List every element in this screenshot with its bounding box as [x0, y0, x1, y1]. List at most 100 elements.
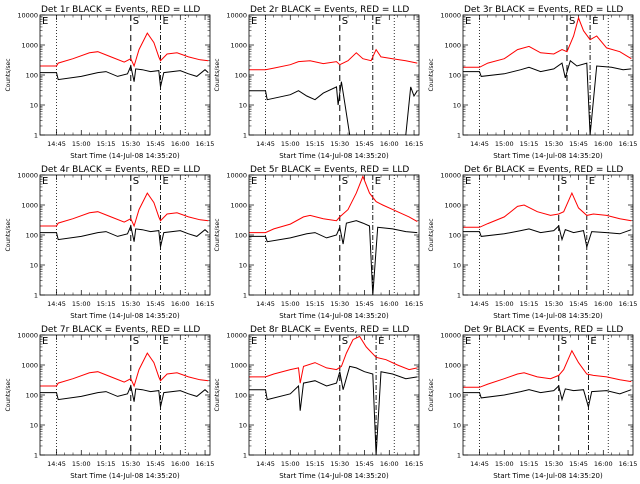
y-tick-label: 10000 — [440, 12, 461, 20]
plot-frame — [39, 334, 211, 456]
marker-label-s: S — [342, 336, 348, 347]
marker-label-e-right: E — [375, 176, 381, 187]
marker-label-e-left: E — [251, 336, 257, 347]
x-tick-label: 15:15 — [306, 460, 325, 468]
x-tick-label: 15:00 — [495, 140, 514, 148]
x-tick-label: 15:45 — [355, 300, 374, 308]
y-axis-label: Counts/sec — [428, 58, 435, 91]
y-axis-label: Counts/sec — [5, 58, 12, 91]
marker-label-e-left: E — [465, 176, 471, 187]
x-axis-label: Start Time (14-Jul-08 14:35:20) — [279, 312, 389, 320]
x-tick-label: 16:15 — [405, 300, 424, 308]
y-tick-label: 100 — [26, 232, 38, 240]
series-line-lld — [249, 48, 418, 71]
detector-panel-1: Det 1r BLACK = Events, RED = LLD Counts/s… — [5, 5, 214, 160]
detector-panel-4: Det 4r BLACK = Events, RED = LLD Counts/s… — [5, 165, 214, 320]
series-line-lld — [40, 352, 209, 388]
y-tick-label: 1000 — [230, 362, 247, 370]
x-tick-label: 16:15 — [405, 140, 424, 148]
panel-title: Det 4r BLACK = Events, RED = LLD — [41, 165, 200, 175]
y-tick-label: 100 — [235, 392, 247, 400]
x-tick-label: 16:00 — [171, 300, 190, 308]
plot-frame — [39, 14, 211, 136]
x-tick-label: 16:00 — [171, 460, 190, 468]
plot-frame — [248, 174, 420, 296]
y-tick-label: 10 — [30, 102, 38, 110]
x-tick-label: 16:15 — [196, 460, 215, 468]
panel-title: Det 3r BLACK = Events, RED = LLD — [464, 5, 623, 15]
marker-label-s: S — [569, 16, 575, 27]
x-tick-label: 14:45 — [256, 300, 275, 308]
y-axis-label: Counts/sec — [428, 378, 435, 411]
y-tick-label: 1 — [34, 132, 38, 140]
series-line-events — [249, 220, 418, 295]
y-tick-label: 1 — [243, 132, 247, 140]
marker-label-e-left: E — [42, 176, 48, 187]
x-tick-label: 15:45 — [146, 140, 165, 148]
y-tick-label: 100 — [235, 72, 247, 80]
series-line-lld — [40, 32, 209, 68]
series-line-lld — [463, 191, 632, 228]
detector-panel-5: Det 5r BLACK = Events, RED = LLD Counts/s… — [214, 165, 423, 320]
detector-panel-6: Det 6r BLACK = Events, RED = LLD Counts/s… — [428, 165, 637, 320]
x-tick-label: 16:00 — [171, 140, 190, 148]
x-tick-label: 14:45 — [470, 460, 489, 468]
marker-label-s: S — [133, 176, 139, 187]
x-tick-label: 15:45 — [355, 460, 374, 468]
y-tick-label: 1000 — [230, 42, 247, 50]
y-axis-label: Counts/sec — [428, 218, 435, 251]
x-tick-label: 15:15 — [97, 300, 116, 308]
marker-label-e-left: E — [251, 176, 257, 187]
marker-label-e-right: E — [592, 16, 598, 27]
x-tick-label: 14:45 — [47, 140, 66, 148]
panel-title: Det 1r BLACK = Events, RED = LLD — [41, 5, 200, 15]
y-tick-label: 10 — [30, 422, 38, 430]
x-axis-label: Start Time (14-Jul-08 14:35:20) — [70, 472, 180, 480]
x-tick-label: 14:45 — [256, 140, 275, 148]
y-axis-label: Counts/sec — [214, 218, 221, 251]
x-tick-label: 15:00 — [281, 300, 300, 308]
plot-frame — [248, 14, 420, 136]
x-tick-label: 16:00 — [594, 460, 613, 468]
x-tick-label: 15:30 — [330, 140, 349, 148]
series-line-lld — [463, 349, 632, 388]
plot-frame — [462, 14, 634, 136]
marker-label-e-right: E — [378, 336, 384, 347]
detector-panel-9: Det 9r BLACK = Events, RED = LLD Counts/s… — [428, 325, 637, 480]
x-tick-label: 15:15 — [520, 300, 539, 308]
x-tick-label: 15:45 — [146, 300, 165, 308]
series-line-events — [40, 384, 209, 408]
x-tick-label: 15:30 — [544, 460, 563, 468]
y-tick-label: 1 — [457, 452, 461, 460]
marker-label-e-right: E — [590, 336, 596, 347]
x-axis-label: Start Time (14-Jul-08 14:35:20) — [493, 152, 603, 160]
y-tick-label: 10 — [453, 262, 461, 270]
marker-label-s: S — [342, 176, 348, 187]
x-tick-label: 16:15 — [619, 460, 638, 468]
x-tick-label: 15:45 — [355, 140, 374, 148]
panel-title: Det 8r BLACK = Events, RED = LLD — [250, 325, 409, 335]
y-tick-label: 100 — [235, 232, 247, 240]
y-tick-label: 1000 — [21, 202, 38, 210]
series-line-lld — [249, 335, 418, 384]
panel-title: Det 2r BLACK = Events, RED = LLD — [250, 5, 409, 15]
y-tick-label: 1 — [457, 292, 461, 300]
x-tick-label: 16:00 — [594, 300, 613, 308]
x-tick-label: 15:30 — [121, 460, 140, 468]
x-tick-label: 15:30 — [121, 300, 140, 308]
series-line-events — [40, 64, 209, 88]
series-line-events — [463, 385, 632, 408]
x-tick-label: 15:00 — [72, 300, 91, 308]
y-tick-label: 10000 — [226, 12, 247, 20]
y-axis-label: Counts/sec — [214, 378, 221, 411]
x-tick-label: 15:30 — [330, 300, 349, 308]
x-tick-label: 15:15 — [520, 460, 539, 468]
y-tick-label: 1 — [34, 452, 38, 460]
x-tick-label: 15:15 — [97, 460, 116, 468]
y-tick-label: 10000 — [17, 332, 38, 340]
plot-frame — [248, 334, 420, 456]
x-tick-label: 15:30 — [544, 300, 563, 308]
marker-label-s: S — [133, 336, 139, 347]
marker-label-e-right: E — [375, 16, 381, 27]
